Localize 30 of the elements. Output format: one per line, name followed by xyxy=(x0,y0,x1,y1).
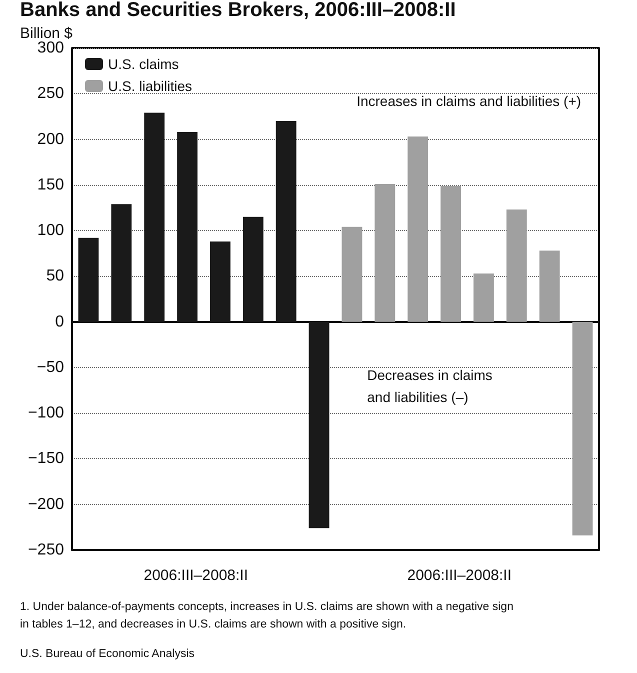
chart-title: Banks and Securities Brokers, 2006:III–2008:II xyxy=(20,0,456,21)
text: 2006:III–2008:II xyxy=(144,567,248,584)
legend-label: U.S. claims xyxy=(108,56,179,72)
y-tick-label: −150 xyxy=(28,450,64,468)
text: U.S. Bureau of Economic Analysis xyxy=(20,648,195,660)
y-tick-label: 150 xyxy=(37,176,64,194)
bar xyxy=(408,136,428,322)
y-tick-label: 200 xyxy=(37,130,64,148)
y-tick-label: −200 xyxy=(28,496,64,513)
bar xyxy=(342,226,362,322)
y-tick-label: −100 xyxy=(28,404,64,422)
bar xyxy=(539,250,560,322)
y-tick-label: 0 xyxy=(55,313,64,330)
annotation: Increases in claims and liabilities (+) xyxy=(356,92,582,109)
y-tick-label: 300 xyxy=(37,40,64,56)
y-tick-label: 100 xyxy=(37,222,64,240)
bar xyxy=(506,210,527,322)
y-tick-label: 250 xyxy=(37,85,64,102)
bar xyxy=(374,184,396,322)
bar xyxy=(440,186,461,322)
y-axis-title: Billion $ xyxy=(20,25,74,42)
y-tick-label: −250 xyxy=(28,542,64,558)
annotation: Decreases in claims and liabilities (–) xyxy=(367,367,492,405)
legend-label: U.S. liabilities xyxy=(108,78,192,94)
bar xyxy=(474,273,494,322)
y-tick-label: 50 xyxy=(46,268,64,285)
bar xyxy=(572,322,593,536)
y-tick-label: −50 xyxy=(36,358,64,376)
text: 2006:III–2008:II xyxy=(407,567,512,584)
text: 1. Under balance-of-payments concepts, increases in U.S. claims are shown with a negative sign in tables 1–12, and decreases in U.S. claims are shown with a positive sign. xyxy=(20,600,514,631)
